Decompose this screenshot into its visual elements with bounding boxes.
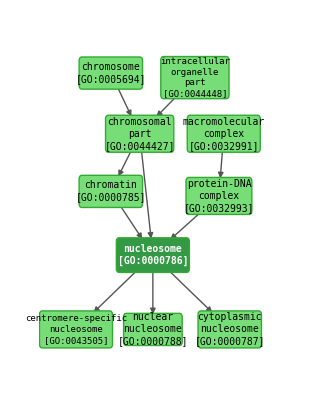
FancyBboxPatch shape <box>79 57 143 89</box>
Text: centromere-specific
nucleosome
[GO:0043505]: centromere-specific nucleosome [GO:00435… <box>25 314 127 345</box>
FancyBboxPatch shape <box>124 313 182 346</box>
FancyBboxPatch shape <box>39 311 113 348</box>
Text: cytoplasmic
nucleosome
[GO:0000787]: cytoplasmic nucleosome [GO:0000787] <box>194 312 265 346</box>
FancyBboxPatch shape <box>187 115 260 152</box>
Text: nucleosome
[GO:0000786]: nucleosome [GO:0000786] <box>117 244 188 266</box>
Text: nuclear
nucleosome
[GO:0000788]: nuclear nucleosome [GO:0000788] <box>117 312 188 346</box>
FancyBboxPatch shape <box>186 177 252 214</box>
Text: macromolecular
complex
[GO:0032991]: macromolecular complex [GO:0032991] <box>183 117 265 151</box>
Text: protein-DNA
complex
[GO:0032993]: protein-DNA complex [GO:0032993] <box>184 179 254 213</box>
Text: chromosome
[GO:0005694]: chromosome [GO:0005694] <box>76 62 146 84</box>
FancyBboxPatch shape <box>198 311 261 348</box>
Text: intracellular
organelle
part
[GO:0044448]: intracellular organelle part [GO:0044448… <box>160 57 230 98</box>
Text: chromosomal
part
[GO:0044427]: chromosomal part [GO:0044427] <box>104 117 175 151</box>
FancyBboxPatch shape <box>116 238 189 272</box>
Text: chromatin
[GO:0000785]: chromatin [GO:0000785] <box>76 180 146 203</box>
FancyBboxPatch shape <box>161 56 229 99</box>
FancyBboxPatch shape <box>79 175 143 208</box>
FancyBboxPatch shape <box>105 115 174 152</box>
